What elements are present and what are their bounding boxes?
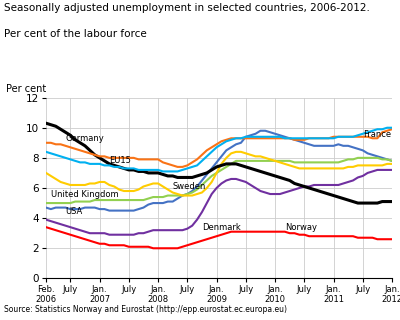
Text: Denmark: Denmark xyxy=(202,223,241,232)
Text: Germany: Germany xyxy=(66,134,104,143)
Text: France: France xyxy=(363,130,391,139)
Text: Per cent: Per cent xyxy=(6,84,46,94)
Text: Per cent of the labour force: Per cent of the labour force xyxy=(4,29,147,39)
Text: Source: Statistics Norway and Eurostat (http://epp.eurostat.ec.europa.eu): Source: Statistics Norway and Eurostat (… xyxy=(4,305,287,314)
Text: Norway: Norway xyxy=(285,223,317,232)
Text: EU15: EU15 xyxy=(109,156,131,164)
Text: Seasonally adjusted unemployment in selected countries, 2006-2012.: Seasonally adjusted unemployment in sele… xyxy=(4,3,370,13)
Text: United Kingdom: United Kingdom xyxy=(51,190,118,199)
Text: USA: USA xyxy=(66,207,83,216)
Text: Sweden: Sweden xyxy=(173,182,206,191)
